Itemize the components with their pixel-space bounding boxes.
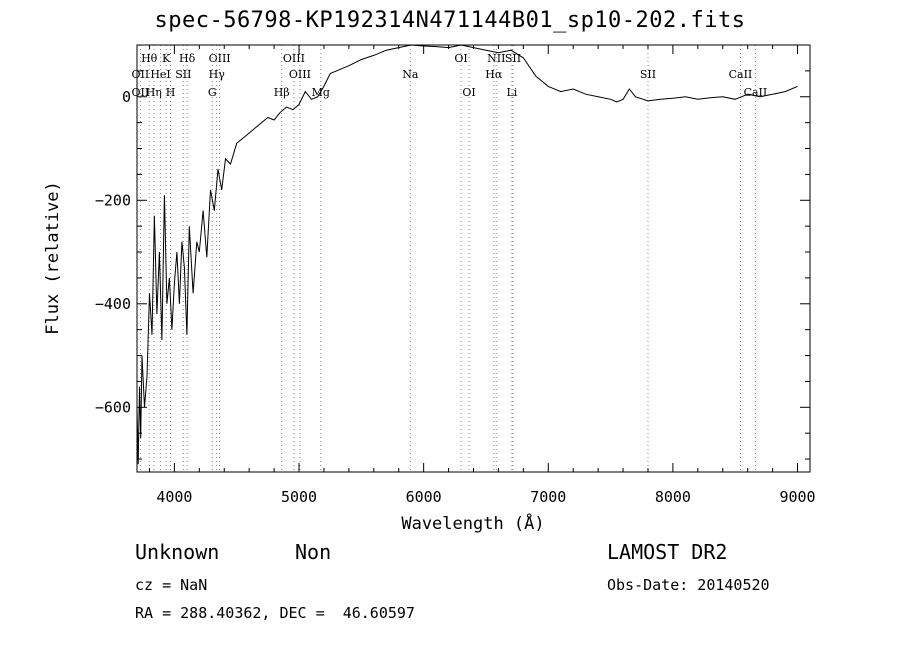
line-marker-label: K — [162, 52, 171, 65]
line-marker-label: OII — [132, 68, 150, 81]
line-marker-label: OIII — [283, 52, 305, 65]
line-marker-label: HeI — [150, 68, 170, 81]
line-marker-label: Li — [506, 86, 517, 99]
line-marker-label: Na — [402, 68, 419, 81]
coordinates-label: RA = 288.40362, DEC = 46.60597 — [135, 604, 415, 622]
line-marker-label: Hα — [485, 68, 503, 81]
subclass-label: Non — [295, 540, 332, 564]
line-marker-label: OI — [462, 86, 475, 99]
line-marker-label: SII — [505, 52, 521, 65]
line-marker-label: OIII — [209, 52, 231, 65]
y-tick-label: −400 — [95, 295, 131, 313]
x-axis-label: Wavelength (Å) — [401, 512, 544, 534]
y-tick-label: −200 — [95, 191, 131, 209]
line-marker-label: SII — [175, 68, 191, 81]
line-marker-label: SII — [640, 68, 656, 81]
line-marker-label: Hη — [146, 86, 162, 99]
x-tick-label: 4000 — [156, 488, 192, 506]
y-axis-label: Flux (relative) — [43, 181, 63, 335]
x-tick-label: 5000 — [281, 488, 317, 506]
x-tick-label: 6000 — [406, 488, 442, 506]
line-marker-label: Hβ — [274, 86, 290, 99]
spectrum-line — [136, 44, 798, 465]
x-tick-label: 9000 — [779, 488, 815, 506]
class-label: Unknown — [135, 540, 220, 564]
x-tick-label: 8000 — [655, 488, 691, 506]
line-marker-label: H — [166, 86, 176, 99]
x-tick-label: 7000 — [530, 488, 566, 506]
line-marker-label: CaII — [729, 68, 753, 81]
line-marker-label: OI — [454, 52, 467, 65]
line-marker-label: Hδ — [179, 52, 196, 65]
chart-title: spec-56798-KP192314N471144B01_sp10-202.f… — [154, 8, 746, 33]
y-tick-label: −600 — [95, 398, 131, 416]
survey-label: LAMOST DR2 — [607, 540, 728, 564]
redshift-label: cz = NaN — [135, 576, 208, 594]
y-tick-label: 0 — [122, 88, 131, 106]
line-marker-label: Hγ — [209, 68, 226, 81]
line-marker-label: OII — [132, 86, 150, 99]
axes: 4000 5000 6000 7000 8000 9000 0 −200 −400 −600 — [95, 45, 816, 506]
line-marker-label: G — [208, 86, 217, 99]
line-marker-label: CaII — [744, 86, 768, 99]
line-marker-label: Hθ — [141, 52, 158, 65]
obs-date-label: Obs-Date: 20140520 — [607, 576, 770, 594]
plot-frame — [136, 44, 811, 473]
line-marker-label: OIII — [289, 68, 311, 81]
line-marker-label: NII — [487, 52, 505, 65]
